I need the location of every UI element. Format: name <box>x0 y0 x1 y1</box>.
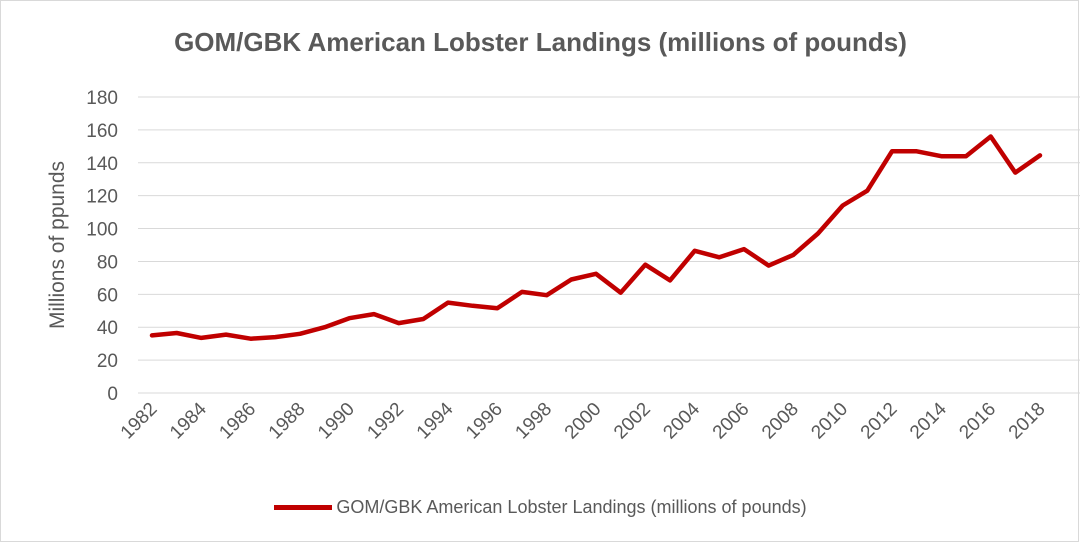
gridlines <box>138 96 1080 394</box>
x-tick-label: 1984 <box>166 398 211 443</box>
x-tick-label: 1996 <box>462 399 507 444</box>
y-tick-label: 120 <box>86 187 118 208</box>
x-tick-label: 2004 <box>659 398 704 443</box>
x-tick-labels: 1982 1984 1986 1988 1990 1992 1994 1996 1998 2000… <box>117 398 1050 443</box>
y-tick-label: 160 <box>86 121 118 142</box>
y-tick-label: 140 <box>86 154 118 175</box>
x-tick-label: 2000 <box>561 399 606 444</box>
chart-title: GOM/GBK American Lobster Landings (milli… <box>174 27 907 57</box>
y-tick-labels: 0 20 40 60 80 100 120 140 160 180 <box>86 88 118 405</box>
y-tick-label: 180 <box>86 88 118 109</box>
x-tick-label: 2008 <box>758 399 803 444</box>
x-tick-label: 1998 <box>511 399 556 444</box>
y-tick-label: 20 <box>97 351 118 372</box>
y-tick-label: 60 <box>97 285 118 306</box>
x-tick-label: 1994 <box>413 398 458 443</box>
legend-label: GOM/GBK American Lobster Landings (milli… <box>336 497 807 517</box>
series-group <box>149 134 1043 341</box>
x-tick-label: 2012 <box>857 399 902 444</box>
x-tick-label: 1986 <box>215 399 260 444</box>
y-tick-label: 100 <box>86 220 118 241</box>
y-tick-label: 40 <box>97 318 118 339</box>
x-tick-label: 2014 <box>906 398 951 443</box>
x-tick-label: 2010 <box>807 399 852 444</box>
series-line <box>149 134 1043 341</box>
legend-line-swatch <box>274 505 333 510</box>
x-tick-label: 1990 <box>314 399 359 444</box>
x-tick-label: 1982 <box>117 399 162 444</box>
legend: GOM/GBK American Lobster Landings (milli… <box>0 497 1081 518</box>
y-axis-label: Millions of ppunds <box>46 161 69 329</box>
x-tick-label: 2016 <box>955 399 1000 444</box>
x-tick-label: 2002 <box>610 399 655 444</box>
x-tick-label: 1988 <box>265 399 310 444</box>
x-tick-label: 1992 <box>363 399 408 444</box>
y-tick-label: 80 <box>97 252 118 273</box>
x-tick-label: 2018 <box>1005 399 1050 444</box>
y-tick-label: 0 <box>107 384 118 405</box>
x-tick-label: 2006 <box>709 399 754 444</box>
